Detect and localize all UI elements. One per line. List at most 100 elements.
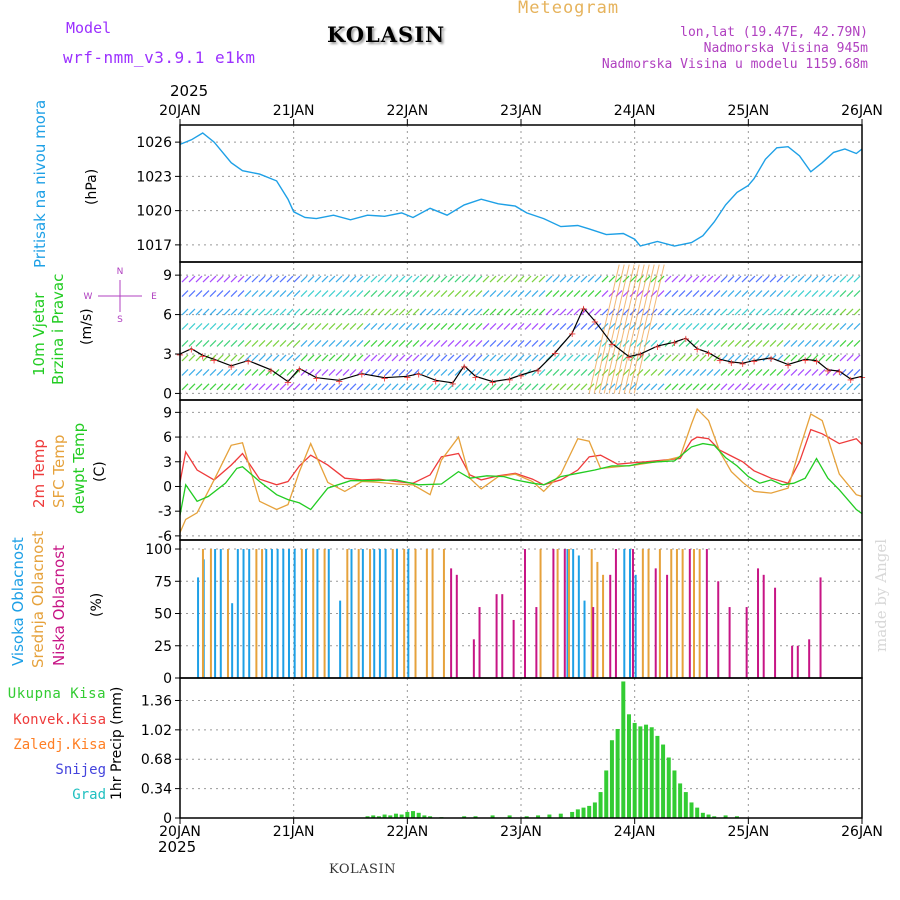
wind-barb — [797, 354, 805, 362]
wind-barb — [692, 275, 700, 283]
axis-labels: 20JAN 20JAN 21JAN 21JAN 22JAN 22JAN 23JAN 23JAN… — [136, 103, 883, 840]
precip-bar — [592, 802, 597, 818]
wind-barb — [545, 383, 553, 391]
wind-barb — [720, 340, 728, 347]
cloud-mid-bar — [425, 549, 428, 678]
wind-barb — [755, 368, 763, 376]
wind-barb — [762, 368, 770, 376]
cloud-low-bar — [614, 549, 617, 678]
wind-barb — [307, 368, 315, 376]
pressure-y-tick-label: 1017 — [136, 238, 172, 254]
wind-barb — [279, 290, 287, 297]
wind-barb — [643, 383, 651, 391]
cloud-low-bar — [705, 549, 708, 678]
wind-barb — [349, 275, 357, 283]
precip-bar — [411, 811, 416, 818]
wind-barb — [405, 308, 413, 316]
wind-barb — [720, 308, 728, 316]
wind-barb — [258, 322, 266, 330]
cloud-mid-bar — [369, 549, 372, 678]
wind-barb — [286, 383, 294, 391]
wind-barb — [650, 308, 658, 316]
cloud-mid-bar — [431, 549, 434, 678]
wind-barb — [734, 340, 742, 347]
wind-barb — [202, 308, 210, 316]
wind-barb — [328, 383, 336, 391]
wind-barb — [601, 368, 609, 376]
wind-barb — [272, 383, 280, 391]
cloud-high-bar — [583, 600, 586, 678]
wind-barb — [524, 275, 532, 283]
wind-barb — [545, 275, 553, 283]
wind-barb — [853, 308, 861, 316]
wind-barb — [699, 322, 707, 330]
wind-barb — [377, 322, 385, 330]
wind-barb — [426, 383, 434, 391]
wind-barb — [741, 368, 749, 376]
wind-barb — [272, 290, 280, 297]
wind-barb — [643, 368, 651, 376]
wind-barb — [265, 383, 273, 391]
wind-barb — [566, 322, 574, 330]
wind-compass: N S W E — [84, 267, 158, 325]
wind-barb — [734, 308, 742, 316]
wind-barb — [209, 275, 217, 283]
wind-barb — [237, 383, 245, 391]
wind-gust-marker: + — [608, 339, 616, 350]
wind-speed-line — [179, 306, 863, 384]
station-title: KOLASIN — [327, 22, 446, 47]
wind-barb — [566, 308, 574, 316]
wind-barb — [342, 308, 350, 316]
wind-barb — [517, 354, 525, 362]
wind-barb — [440, 275, 448, 283]
wind-barb — [629, 354, 637, 362]
wind-barb — [720, 275, 728, 283]
wind-barb — [832, 290, 840, 297]
wind-barb — [853, 354, 861, 362]
wind-barb — [678, 308, 686, 316]
cloud-low-bar — [478, 607, 481, 678]
wind-barb — [244, 340, 252, 347]
wind-barb — [384, 340, 392, 347]
wind-barb — [188, 383, 196, 391]
wind-barb — [216, 322, 224, 330]
wind-barb — [342, 322, 350, 330]
wind-barb — [475, 322, 483, 330]
cloud-high-bar — [577, 555, 580, 678]
wind-barb — [286, 340, 294, 347]
wind-barb — [573, 290, 581, 297]
wind-barb — [335, 368, 343, 376]
cloud-low-bar — [450, 568, 453, 678]
wind-barb — [664, 354, 672, 362]
wind-barb — [559, 383, 567, 391]
precip-bar — [462, 816, 467, 818]
wind-barb — [566, 290, 574, 297]
wind-barb — [643, 322, 651, 330]
wind-barb — [741, 275, 749, 283]
precip-bar — [626, 714, 631, 818]
wind-barb — [517, 383, 525, 391]
wind-barb — [846, 354, 854, 362]
wind-barb — [804, 275, 812, 283]
wind-gust-marker: + — [505, 375, 513, 386]
wind-barb — [741, 322, 749, 330]
wind-barb — [664, 290, 672, 297]
precip-bar — [393, 813, 398, 818]
wind-barb — [279, 354, 287, 362]
cloud-mid-bar — [658, 549, 661, 678]
wind-barb — [762, 322, 770, 330]
wind-barb — [384, 354, 392, 362]
wind-barb — [538, 354, 546, 362]
pressure-y-tick-label: 1023 — [136, 169, 172, 185]
wind-barb — [692, 322, 700, 330]
x-tick-label-top: 20JAN — [159, 103, 201, 119]
wind-barb — [209, 322, 217, 330]
wind-barb — [580, 308, 588, 316]
wind-barb — [699, 290, 707, 297]
wind-barb — [300, 322, 308, 330]
wind-barb — [384, 275, 392, 283]
wind-barb — [692, 354, 700, 362]
wind-barb — [335, 354, 343, 362]
legend-conv: Konvek.Kisa — [13, 712, 106, 728]
wind-barb — [713, 340, 721, 347]
